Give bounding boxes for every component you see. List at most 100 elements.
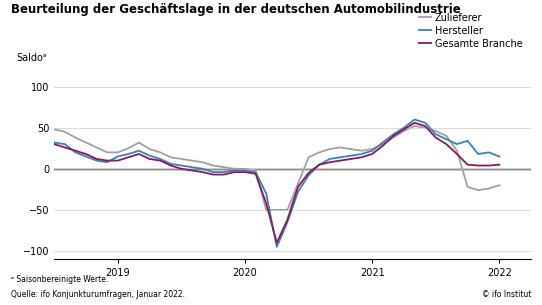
Gesamte Branche [83, 152, 89, 156]
Text: Quelle: ifo Konjunkturumfragen, Januar 2022.: Quelle: ifo Konjunkturumfragen, Januar 2… [11, 290, 185, 300]
Zulieferer [454, 149, 460, 152]
Zulieferer [326, 147, 333, 151]
Zulieferer [274, 208, 280, 212]
Hersteller [454, 142, 460, 146]
Zulieferer [284, 208, 291, 212]
Hersteller [496, 155, 502, 158]
Hersteller [401, 126, 407, 130]
Hersteller [136, 149, 142, 152]
Zulieferer [464, 185, 471, 189]
Gesamte Branche [274, 241, 280, 245]
Hersteller [263, 192, 269, 195]
Hersteller [379, 141, 386, 144]
Hersteller [337, 156, 344, 159]
Zulieferer [157, 151, 164, 154]
Gesamte Branche [253, 172, 259, 176]
Zulieferer [486, 187, 492, 190]
Zulieferer [93, 145, 100, 149]
Hersteller [125, 152, 132, 156]
Zulieferer [189, 159, 195, 163]
Gesamte Branche [104, 159, 111, 163]
Zulieferer [443, 134, 450, 138]
Hersteller [316, 163, 322, 167]
Gesamte Branche [475, 164, 481, 167]
Hersteller [443, 137, 450, 141]
Gesamte Branche [93, 157, 100, 161]
Zulieferer [146, 147, 153, 151]
Hersteller [62, 142, 68, 146]
Gesamte Branche [348, 157, 354, 161]
Gesamte Branche [242, 170, 248, 174]
Zulieferer [305, 156, 312, 159]
Hersteller [411, 118, 418, 121]
Gesamte Branche [62, 145, 68, 149]
Hersteller [464, 139, 471, 143]
Hersteller [221, 170, 227, 174]
Gesamte Branche [114, 159, 121, 163]
Zulieferer [167, 156, 174, 159]
Zulieferer [125, 146, 132, 150]
Zulieferer [136, 141, 142, 144]
Gesamte Branche [157, 159, 164, 163]
Gesamte Branche [125, 156, 132, 159]
Hersteller [422, 121, 428, 125]
Zulieferer [422, 126, 428, 130]
Gesamte Branche [199, 170, 206, 174]
Hersteller [242, 169, 248, 172]
Zulieferer [295, 182, 301, 185]
Hersteller [72, 151, 79, 154]
Zulieferer [221, 165, 227, 169]
Hersteller [93, 159, 100, 163]
Gesamte Branche [221, 173, 227, 176]
Hersteller [475, 152, 481, 156]
Line: Zulieferer: Zulieferer [54, 126, 499, 210]
Hersteller [178, 164, 185, 167]
Zulieferer [72, 136, 79, 139]
Hersteller [305, 174, 312, 177]
Hersteller [231, 169, 237, 172]
Zulieferer [475, 188, 481, 192]
Hersteller [348, 154, 354, 157]
Hersteller [104, 160, 111, 164]
Zulieferer [210, 164, 216, 167]
Zulieferer [337, 145, 344, 149]
Gesamte Branche [263, 202, 269, 205]
Hersteller [146, 154, 153, 157]
Gesamte Branche [454, 152, 460, 156]
Gesamte Branche [167, 164, 174, 167]
Gesamte Branche [189, 169, 195, 172]
Hersteller [210, 170, 216, 174]
Text: ᵃ Saisonbereinigte Werte.: ᵃ Saisonbereinigte Werte. [11, 275, 108, 284]
Hersteller [274, 245, 280, 249]
Gesamte Branche [178, 167, 185, 170]
Gesamte Branche [316, 163, 322, 167]
Hersteller [114, 155, 121, 158]
Line: Hersteller: Hersteller [54, 120, 499, 247]
Gesamte Branche [464, 163, 471, 167]
Hersteller [486, 151, 492, 154]
Gesamte Branche [411, 121, 418, 125]
Gesamte Branche [295, 185, 301, 189]
Zulieferer [316, 151, 322, 154]
Gesamte Branche [433, 136, 439, 139]
Gesamte Branche [146, 157, 153, 161]
Zulieferer [348, 147, 354, 151]
Gesamte Branche [422, 124, 428, 128]
Hersteller [326, 157, 333, 161]
Gesamte Branche [337, 159, 344, 163]
Text: Saldoᵃ: Saldoᵃ [16, 52, 47, 63]
Text: Beurteilung der Geschäftslage in der deutschen Automobilindustrie: Beurteilung der Geschäftslage in der deu… [11, 3, 461, 16]
Gesamte Branche [358, 156, 365, 159]
Hersteller [83, 155, 89, 158]
Zulieferer [433, 129, 439, 133]
Gesamte Branche [486, 164, 492, 167]
Gesamte Branche [390, 134, 397, 138]
Gesamte Branche [136, 152, 142, 156]
Text: © ifo Institut: © ifo Institut [482, 290, 531, 300]
Gesamte Branche [326, 160, 333, 164]
Zulieferer [242, 167, 248, 170]
Gesamte Branche [231, 170, 237, 174]
Gesamte Branche [496, 163, 502, 167]
Hersteller [189, 165, 195, 169]
Line: Gesamte Branche: Gesamte Branche [54, 123, 499, 243]
